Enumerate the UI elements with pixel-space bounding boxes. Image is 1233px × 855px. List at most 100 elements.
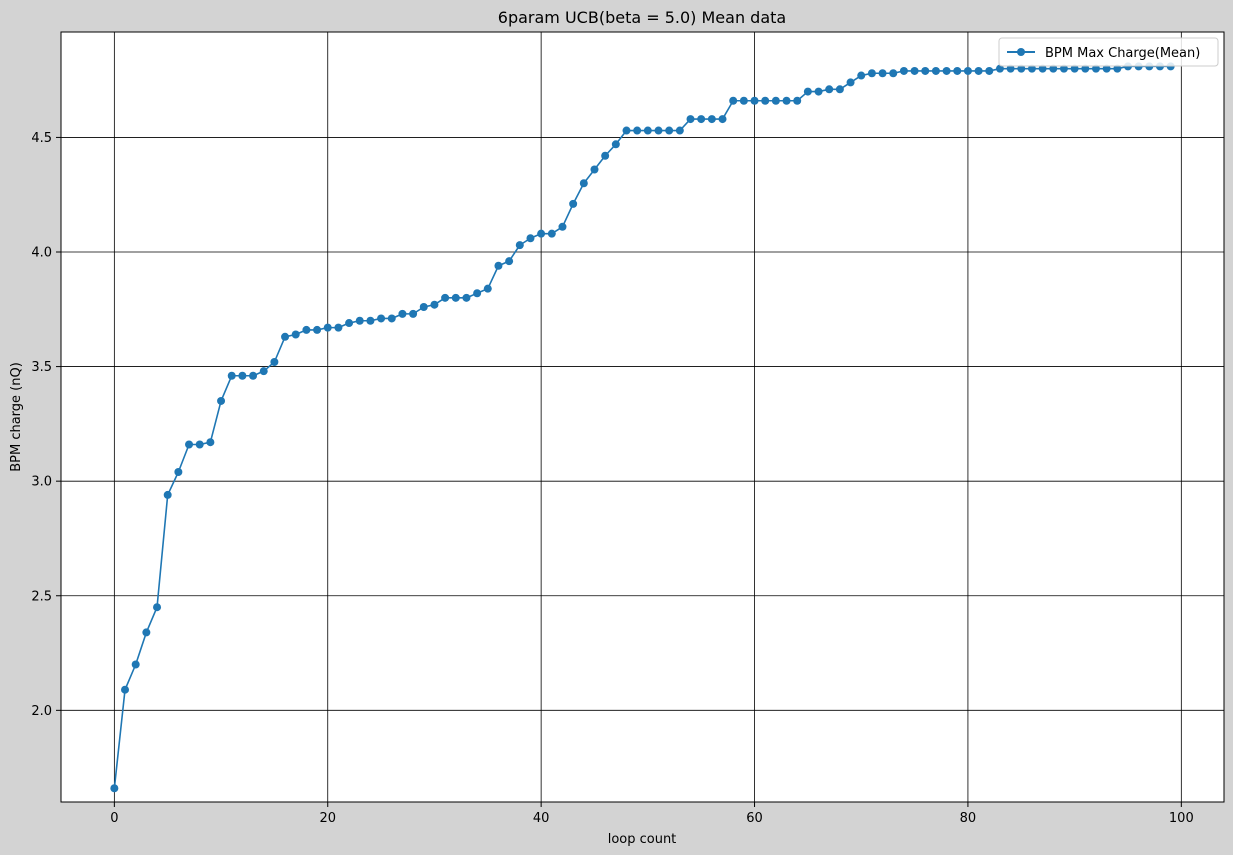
axis-ticks: 0 20 40 60 80 100 2.0 2.5 3.0 3.5 4.0 4.5 [31,131,1193,826]
data-point [611,140,620,149]
data-point [793,96,802,105]
data-point [1059,64,1068,73]
data-point [483,284,492,293]
data-point [974,66,983,75]
y-tick-label: 4.0 [31,246,52,261]
legend: BPM Max Charge(Mean) [998,37,1219,67]
data-point [195,440,204,449]
data-point [633,126,642,135]
data-point [675,126,684,135]
data-point [931,66,940,75]
y-tick-label: 4.5 [31,131,52,146]
data-point [505,257,514,266]
legend-marker-swatch [1017,48,1025,56]
data-point [718,115,727,124]
data-point [782,96,791,105]
data-point [451,293,460,302]
data-point [281,332,290,341]
data-point [419,303,428,311]
data-point [398,309,407,318]
data-point [579,179,588,188]
data-point [857,71,866,80]
x-axis-label: loop count [608,832,677,847]
grid [61,32,1224,802]
data-point [217,396,226,405]
series-line [113,65,1171,789]
data-point [867,69,876,78]
data-point [131,660,140,669]
legend-box [998,37,1219,67]
x-tick-label: 40 [533,811,550,826]
x-tick-label: 0 [110,811,118,826]
data-point [889,69,898,78]
x-tick-label: 60 [746,811,763,826]
y-tick-label: 3.0 [31,475,52,490]
data-point [259,367,268,376]
data-point [249,371,258,380]
data-point [825,85,834,94]
data-point [291,330,300,339]
data-point [355,316,364,325]
data-point [387,314,396,323]
data-point [590,165,599,174]
data-point [942,66,951,75]
data-point [622,126,631,135]
data-point [686,115,695,124]
data-point [547,229,556,238]
data-point [227,371,236,380]
data-point [238,371,247,380]
data-point [537,229,546,238]
data-point [270,358,279,366]
data-point [1006,64,1015,73]
data-point [494,261,503,270]
data-point [323,323,332,332]
data-point [771,96,780,105]
data-point [163,490,172,499]
plot-area [61,32,1224,802]
data-point [1017,64,1026,73]
x-tick-label: 100 [1169,811,1194,826]
x-tick-label: 20 [319,811,336,826]
data-point [697,115,706,124]
data-point [750,96,759,105]
data-point [814,87,823,96]
data-point [803,87,812,96]
data-point [185,440,194,449]
data-point [142,628,151,637]
data-point [515,241,524,250]
y-tick-label: 2.0 [31,704,52,719]
y-axis-label: BPM charge (nQ) [9,362,24,472]
data-point [899,66,908,75]
chart-title: 6param UCB(beta = 5.0) Mean data [498,8,786,27]
data-point [846,78,855,87]
data-point [985,66,994,75]
data-point [707,115,716,124]
data-point [1113,64,1122,73]
x-tick-label: 80 [960,811,977,826]
data-point [153,603,162,612]
data-point [313,325,322,334]
data-point [643,126,652,135]
data-point [430,300,439,309]
data-point [110,784,119,793]
data-point [1091,64,1100,73]
data-point [1049,64,1058,73]
data-point [366,316,375,325]
data-point [121,685,130,694]
data-point [441,293,450,302]
data-point [878,69,887,78]
data-point [1038,64,1047,73]
data-point [729,96,738,105]
data-point [654,126,663,135]
y-tick-label: 2.5 [31,589,52,604]
series-layer [110,62,1175,793]
data-point [953,66,962,75]
data-point [601,151,610,160]
data-point [1081,64,1090,73]
data-point [761,96,770,105]
data-point [1102,64,1111,73]
data-point [174,468,183,476]
data-point [995,64,1004,73]
